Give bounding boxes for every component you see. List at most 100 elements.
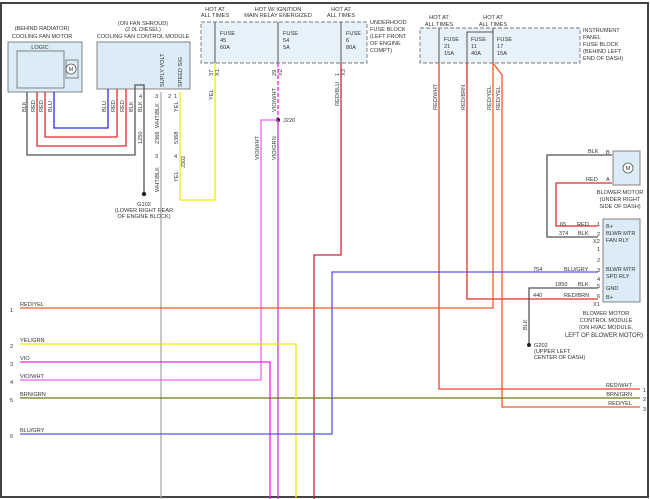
diagram-label: RED/YEL <box>496 86 502 110</box>
diagram-label: 5 <box>10 398 13 404</box>
diagram-label: 45 <box>220 38 226 44</box>
diagram-label: FUSE <box>444 37 459 43</box>
g202-wire-label: BLK <box>523 319 529 330</box>
blower-motor-icon <box>622 162 634 174</box>
diagram-label: BLK <box>138 101 144 112</box>
diagram-label: (LEFT FRONT <box>370 34 407 40</box>
diagram-label: X2 <box>593 239 600 245</box>
diagram-label: BLK <box>588 149 599 155</box>
diagram-label: X2 <box>278 69 284 76</box>
diagram-label: 15A <box>444 51 454 57</box>
diagram-label: COMPT) <box>370 48 392 54</box>
motor-symbol: M <box>69 67 74 73</box>
diagram-label: BRN/GRN <box>20 392 46 398</box>
ip-fuse-block: INSTRUMENT PANEL FUSE BLOCK (BEHIND LEFT… <box>419 15 623 110</box>
diagram-label: (UNDER RIGHT <box>600 197 641 203</box>
blower-module-location-1: (ON HVAC MODULE, <box>579 325 633 331</box>
blower-motor-control-module: B+ BLWR MTR FAN RLY X2 1 65 RED 2 374 BL… <box>533 218 643 339</box>
wire <box>438 63 640 390</box>
diagram-label: RED <box>586 177 598 183</box>
blower-module-title-1: BLOWER MOTOR <box>583 311 630 317</box>
wire <box>20 361 271 499</box>
diagram-label: 3 <box>597 268 600 274</box>
cooling-fan-control-module: (ON FAN SHROUD) (2.0L DIESEL) COOLING FA… <box>96 21 191 90</box>
g202-loc-2: CENTER OF DASH) <box>534 355 585 361</box>
diagram-label: 1 <box>597 222 600 228</box>
splice-wire-b: VIO/GRN <box>272 136 278 160</box>
diagram-label: HOT AT <box>331 7 351 13</box>
diagram-label: SIDE OF DASH) <box>599 204 640 210</box>
pin-speed-sig: SPEED SIG <box>178 57 184 87</box>
diagram-label: FAN RLY <box>606 238 629 244</box>
fuse-45: HOT AT ALL TIMES FUSE 45 60A 37 X1 YEL <box>201 7 235 100</box>
g202-ground-icon <box>527 343 531 347</box>
diagram-label: 80A <box>346 45 356 51</box>
diagram-label: (BEHIND LEFT <box>583 49 622 55</box>
diagram-label: 4 <box>174 154 177 160</box>
wire <box>20 271 598 435</box>
diagram-label: RED/YEL <box>608 401 632 407</box>
diagram-label: FUSE <box>471 37 486 43</box>
diagram-label: 2366 <box>155 132 161 144</box>
diagram-label: 374 <box>559 231 568 237</box>
diagram-label: B+ <box>606 295 613 301</box>
wire <box>179 63 216 201</box>
diagram-label: 3 <box>10 362 13 368</box>
diagram-label: VIO <box>20 356 30 362</box>
wire <box>492 62 640 408</box>
diagram-label: 1 <box>335 73 341 76</box>
diagram-shape <box>200 21 368 64</box>
wire <box>555 182 612 227</box>
diagram-label: 29 <box>272 70 278 76</box>
diagram-label: RED/WHT <box>606 383 633 389</box>
wire <box>36 89 127 147</box>
diagram-label: FUSE <box>283 31 298 37</box>
diagram-label: BLK <box>578 282 589 288</box>
blower-module-location-2: LEFT OF BLOWER MOTOR) <box>565 333 643 339</box>
diagram-label: SPD RLY <box>606 274 630 280</box>
diagram-label: FUSE <box>220 31 235 37</box>
diagram-label: RED <box>31 100 37 112</box>
blower-motor: M B A BLK RED BLOWER MOTOR (UNDER RIGHT … <box>586 149 643 210</box>
diagram-label: RED/BRN <box>564 293 589 299</box>
diagram-label: OF ENGINE <box>370 41 401 47</box>
diagram-label: RED <box>39 100 45 112</box>
diagram-label: ALL TIMES <box>479 22 508 28</box>
diagram-label: 15A <box>497 51 507 57</box>
diagram-label: RED <box>577 222 589 228</box>
diagram-label: M <box>626 166 631 172</box>
wire <box>20 119 278 381</box>
diagram-label: ALL TIMES <box>425 22 454 28</box>
diagram-label: 60A <box>220 45 230 51</box>
diagram-shape <box>419 27 581 64</box>
wire <box>528 287 598 344</box>
diagram-label: BLWR MTR <box>606 267 635 273</box>
wire <box>20 63 494 309</box>
wire <box>466 63 598 300</box>
logic-label: LOGIC <box>31 45 48 51</box>
diagram-label: 37 <box>209 70 215 76</box>
fuse-6: HOT AT ALL TIMES FUSE 6 80A 1 X3 RED/BLU <box>327 7 361 106</box>
diagram-label: FUSE BLOCK <box>583 42 619 48</box>
splice-wire-a: VIO/WHT <box>255 135 261 160</box>
diagram-label: HOT AT <box>429 15 449 21</box>
diagram-label: 3 <box>155 154 158 160</box>
diagram-label: GND <box>606 286 618 292</box>
diagram-shape <box>16 50 65 89</box>
diagram-label: ALL TIMES <box>327 13 356 19</box>
diagram-label: 5A <box>283 45 290 51</box>
wire <box>134 84 145 193</box>
diagram-label: 5 <box>597 284 600 290</box>
diagram-label: BLK <box>578 231 589 237</box>
diagram-label: BLU/GRY <box>20 428 45 434</box>
diagram-label: B <box>606 150 610 156</box>
diagram-label: YEL <box>174 171 180 182</box>
diagram-label: BLK <box>129 101 135 112</box>
diagram-label: 2 <box>643 397 646 403</box>
diagram-shape <box>96 41 191 90</box>
diagram-label: FUSE <box>497 37 512 43</box>
g102-label: G102 <box>137 202 151 208</box>
diagram-label: 3 <box>643 407 646 413</box>
cooling-fan-motor: (BEHIND RADIATOR) COOLING FAN MOTOR LOGI… <box>7 26 83 93</box>
